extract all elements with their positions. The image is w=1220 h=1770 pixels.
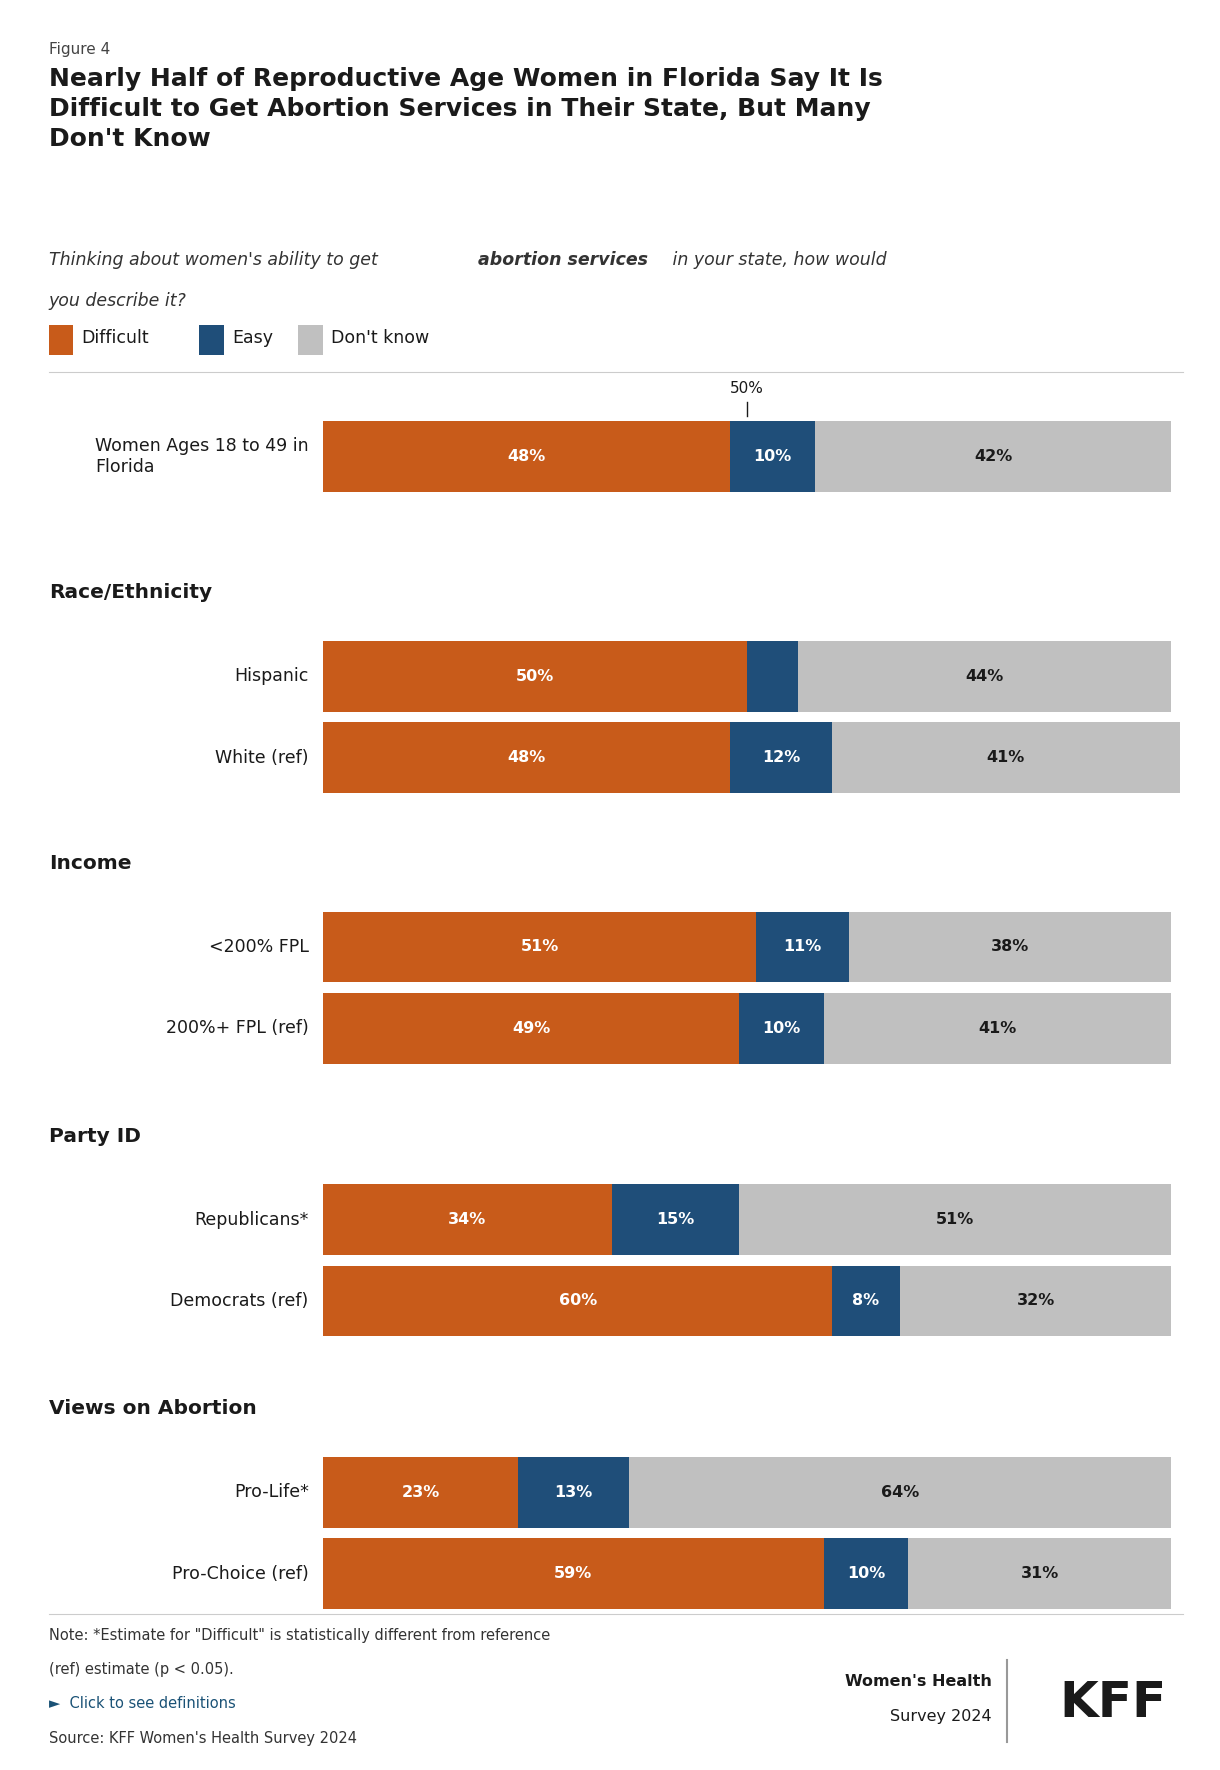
FancyBboxPatch shape: [731, 421, 815, 492]
Text: Democrats (ref): Democrats (ref): [171, 1292, 309, 1310]
FancyBboxPatch shape: [200, 324, 224, 354]
Text: 42%: 42%: [974, 450, 1013, 464]
Text: <200% FPL: <200% FPL: [209, 938, 309, 956]
FancyBboxPatch shape: [323, 1538, 824, 1609]
Text: 8%: 8%: [853, 1294, 880, 1308]
Text: 64%: 64%: [881, 1485, 919, 1499]
FancyBboxPatch shape: [815, 421, 1171, 492]
FancyBboxPatch shape: [323, 722, 731, 793]
Text: 50%: 50%: [731, 382, 764, 396]
Text: Pro-Choice (ref): Pro-Choice (ref): [172, 1565, 309, 1582]
Text: Difficult: Difficult: [82, 329, 149, 347]
Text: Income: Income: [49, 855, 132, 873]
FancyBboxPatch shape: [900, 1266, 1171, 1336]
Text: you describe it?: you describe it?: [49, 292, 187, 310]
Text: Note: *Estimate for "Difficult" is statistically different from reference: Note: *Estimate for "Difficult" is stati…: [49, 1628, 550, 1643]
Text: 10%: 10%: [762, 1021, 800, 1035]
Text: Nearly Half of Reproductive Age Women in Florida Say It Is
Difficult to Get Abor: Nearly Half of Reproductive Age Women in…: [49, 67, 882, 150]
Text: (ref) estimate (p < 0.05).: (ref) estimate (p < 0.05).: [49, 1662, 233, 1676]
Text: 32%: 32%: [1016, 1294, 1054, 1308]
Text: 34%: 34%: [448, 1212, 487, 1227]
Text: 41%: 41%: [987, 750, 1025, 765]
Text: 44%: 44%: [965, 669, 1004, 683]
Text: Women Ages 18 to 49 in
Florida: Women Ages 18 to 49 in Florida: [95, 437, 309, 476]
Text: 11%: 11%: [783, 940, 821, 954]
Text: Race/Ethnicity: Race/Ethnicity: [49, 584, 212, 602]
Text: 13%: 13%: [554, 1485, 593, 1499]
Text: 10%: 10%: [847, 1566, 884, 1581]
Text: 59%: 59%: [554, 1566, 593, 1581]
FancyBboxPatch shape: [611, 1184, 739, 1255]
Text: 38%: 38%: [991, 940, 1030, 954]
FancyBboxPatch shape: [849, 912, 1171, 982]
Text: Source: KFF Women's Health Survey 2024: Source: KFF Women's Health Survey 2024: [49, 1731, 356, 1745]
FancyBboxPatch shape: [824, 1538, 909, 1609]
FancyBboxPatch shape: [323, 1457, 518, 1528]
Text: Don't know: Don't know: [332, 329, 429, 347]
Text: 60%: 60%: [559, 1294, 597, 1308]
Text: abortion services: abortion services: [478, 251, 648, 269]
Text: Hispanic: Hispanic: [234, 667, 309, 685]
Text: 12%: 12%: [762, 750, 800, 765]
Text: Views on Abortion: Views on Abortion: [49, 1400, 256, 1418]
Text: 31%: 31%: [1021, 1566, 1059, 1581]
Text: 51%: 51%: [521, 940, 559, 954]
FancyBboxPatch shape: [323, 993, 739, 1064]
FancyBboxPatch shape: [739, 993, 824, 1064]
Text: Survey 2024: Survey 2024: [891, 1710, 992, 1724]
Text: KFF: KFF: [1059, 1678, 1166, 1728]
Text: 10%: 10%: [754, 450, 792, 464]
Text: 15%: 15%: [656, 1212, 694, 1227]
Text: 50%: 50%: [516, 669, 554, 683]
FancyBboxPatch shape: [323, 1184, 611, 1255]
Text: Party ID: Party ID: [49, 1127, 140, 1145]
Text: 51%: 51%: [936, 1212, 974, 1227]
Text: 48%: 48%: [508, 750, 545, 765]
Text: 200%+ FPL (ref): 200%+ FPL (ref): [166, 1020, 309, 1037]
Text: Pro-Life*: Pro-Life*: [234, 1483, 309, 1501]
Text: Republicans*: Republicans*: [194, 1211, 309, 1228]
FancyBboxPatch shape: [909, 1538, 1171, 1609]
FancyBboxPatch shape: [323, 641, 747, 712]
FancyBboxPatch shape: [518, 1457, 628, 1528]
FancyBboxPatch shape: [824, 993, 1171, 1064]
Text: Figure 4: Figure 4: [49, 42, 110, 57]
FancyBboxPatch shape: [323, 1266, 832, 1336]
Text: Easy: Easy: [232, 329, 273, 347]
FancyBboxPatch shape: [798, 641, 1171, 712]
FancyBboxPatch shape: [832, 722, 1180, 793]
Text: Women's Health: Women's Health: [845, 1674, 992, 1689]
Text: 49%: 49%: [512, 1021, 550, 1035]
FancyBboxPatch shape: [628, 1457, 1171, 1528]
Text: White (ref): White (ref): [215, 749, 309, 766]
Text: in your state, how would: in your state, how would: [667, 251, 887, 269]
FancyBboxPatch shape: [731, 722, 832, 793]
FancyBboxPatch shape: [323, 421, 731, 492]
FancyBboxPatch shape: [747, 641, 798, 712]
FancyBboxPatch shape: [49, 324, 73, 354]
Text: 41%: 41%: [978, 1021, 1016, 1035]
FancyBboxPatch shape: [832, 1266, 900, 1336]
FancyBboxPatch shape: [755, 912, 849, 982]
Text: Thinking about women's ability to get: Thinking about women's ability to get: [49, 251, 383, 269]
FancyBboxPatch shape: [299, 324, 322, 354]
Text: 48%: 48%: [508, 450, 545, 464]
Text: 23%: 23%: [401, 1485, 440, 1499]
Text: ►  Click to see definitions: ► Click to see definitions: [49, 1696, 235, 1710]
FancyBboxPatch shape: [739, 1184, 1171, 1255]
FancyBboxPatch shape: [323, 912, 755, 982]
